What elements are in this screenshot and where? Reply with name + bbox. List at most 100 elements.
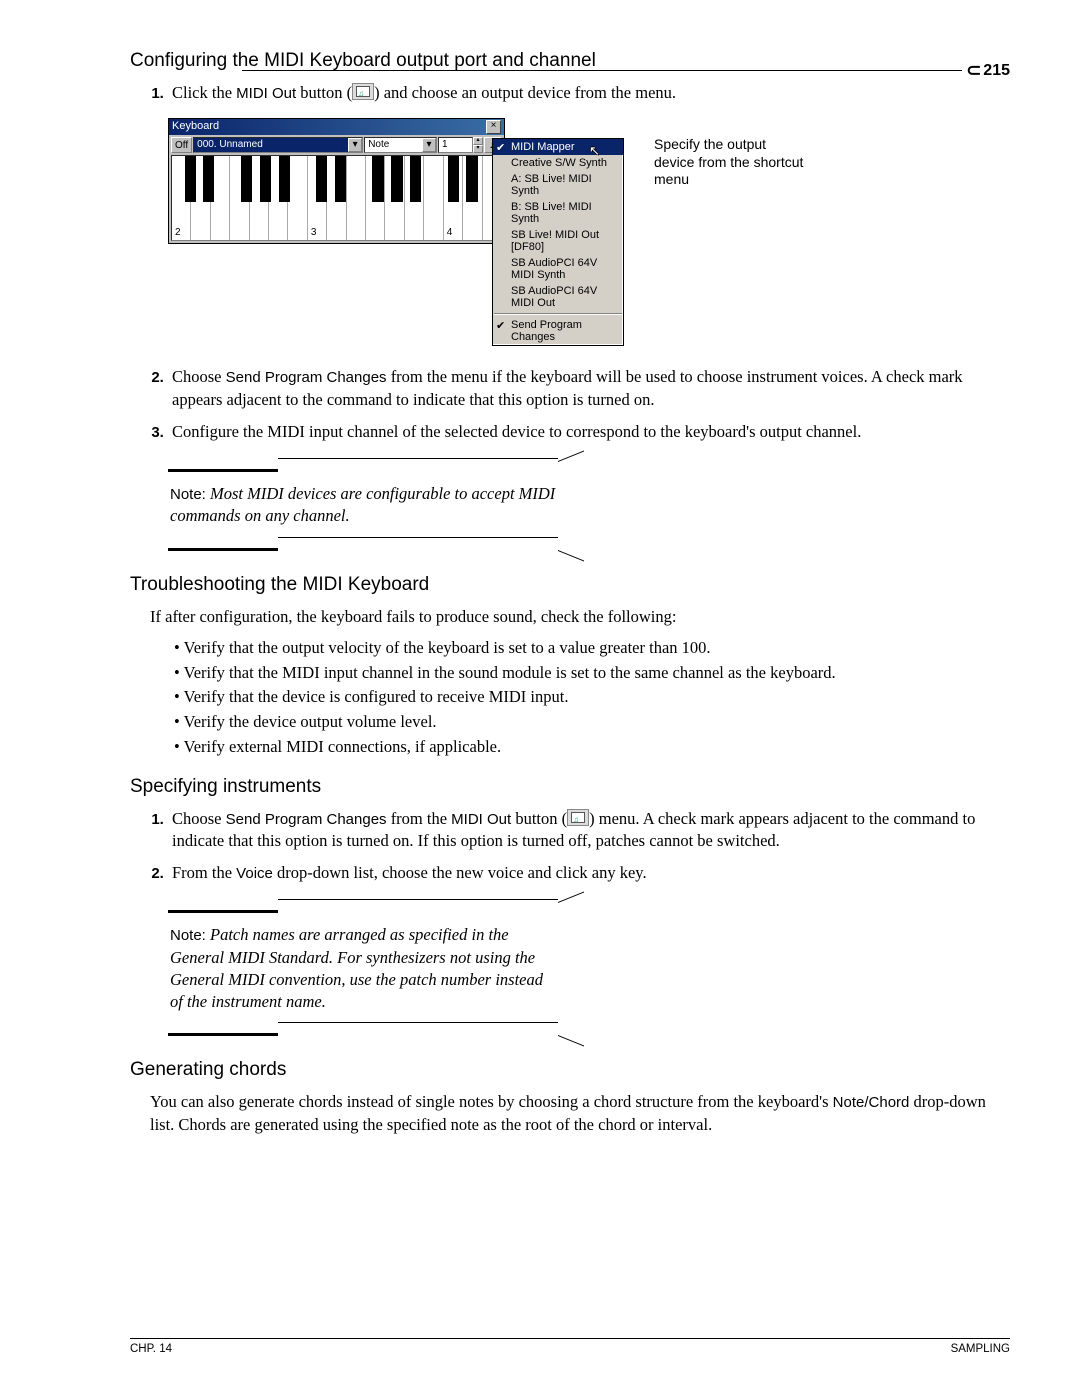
check-icon: ✔ xyxy=(496,319,505,332)
chevron-down-icon[interactable]: ▾ xyxy=(348,138,362,152)
menu-label: MIDI Mapper xyxy=(511,141,575,153)
octave-label: 2 xyxy=(175,227,181,238)
black-key[interactable] xyxy=(391,156,402,201)
menu-item[interactable]: Creative S/W Synth xyxy=(493,155,623,171)
midi-out-menu: ✔ MIDI Mapper Creative S/W Synth A: SB Live… xyxy=(492,138,624,346)
text: ) and choose an output device from the m… xyxy=(374,83,676,102)
menu-divider xyxy=(494,313,622,315)
check-icon: ✔ xyxy=(496,141,505,154)
heading-specifying-instruments: Specifying instruments xyxy=(130,776,1010,798)
note-box-2: Note: Patch names are arranged as specif… xyxy=(168,898,558,1041)
black-key[interactable] xyxy=(279,156,290,201)
keyboard-window: Keyboard × Off 000. Unnamed ▾ Note ▾ 1 ▴… xyxy=(168,118,505,244)
list-item: Verify external MIDI connections, if app… xyxy=(174,735,1010,760)
black-key[interactable] xyxy=(241,156,252,201)
list-item: Verify that the output velocity of the k… xyxy=(174,636,1010,661)
heading-generating-chords: Generating chords xyxy=(130,1059,1010,1081)
menu-label: Creative S/W Synth xyxy=(511,157,607,169)
menu-label: SB AudioPCI 64V MIDI Out xyxy=(511,285,597,309)
list-item: Verify that the MIDI input channel in th… xyxy=(174,661,1010,686)
chevron-down-icon[interactable]: ▾ xyxy=(422,138,436,152)
black-key[interactable] xyxy=(466,156,477,201)
channel-spinner[interactable]: ▴▾ xyxy=(473,137,483,153)
black-key[interactable] xyxy=(372,156,383,201)
footer-chapter: CHP. 14 xyxy=(130,1343,172,1355)
note-value: Note xyxy=(368,139,389,151)
note-label: Note: xyxy=(170,486,206,503)
text: You can also generate chords instead of … xyxy=(150,1092,833,1111)
text: Choose xyxy=(172,809,226,828)
step-2: Choose Send Program Changes from the men… xyxy=(168,366,1010,411)
menu-item[interactable]: SB Live! MIDI Out [DF80] xyxy=(493,227,623,255)
step-1: Choose Send Program Changes from the MID… xyxy=(168,808,1010,853)
note-box-1: Note: Most MIDI devices are configurable… xyxy=(168,457,558,556)
off-button[interactable]: Off xyxy=(171,137,192,153)
channel-field[interactable]: 1 xyxy=(438,137,473,153)
menu-item[interactable]: B: SB Live! MIDI Synth xyxy=(493,199,623,227)
white-key[interactable] xyxy=(424,156,443,240)
keyboard-toolbar: Off 000. Unnamed ▾ Note ▾ 1 ▴▾ ♫ xyxy=(169,135,504,155)
black-key[interactable] xyxy=(260,156,271,201)
black-key[interactable] xyxy=(335,156,346,201)
menu-item[interactable]: ✔ MIDI Mapper xyxy=(493,139,623,155)
menu-item[interactable]: A: SB Live! MIDI Synth xyxy=(493,171,623,199)
octave-label: 3 xyxy=(311,227,317,238)
troubleshoot-intro: If after configuration, the keyboard fai… xyxy=(150,606,1010,628)
window-titlebar[interactable]: Keyboard × xyxy=(169,119,504,135)
text: Click the xyxy=(172,83,236,102)
text: Configure the MIDI input channel of the … xyxy=(172,422,861,441)
ui-label: Note/Chord xyxy=(833,1094,910,1111)
page-number: 215 xyxy=(983,62,1010,80)
octave-label: 4 xyxy=(447,227,453,238)
menu-item[interactable]: SB AudioPCI 64V MIDI Out xyxy=(493,283,623,311)
close-icon[interactable]: × xyxy=(486,120,501,134)
menu-item-send-program-changes[interactable]: ✔ Send Program Changes xyxy=(493,317,623,345)
channel-value: 1 xyxy=(442,139,448,151)
black-key[interactable] xyxy=(410,156,421,201)
menu-label: B: SB Live! MIDI Synth xyxy=(511,201,592,225)
list-item: Verify that the device is configured to … xyxy=(174,685,1010,710)
menu-item[interactable]: SB AudioPCI 64V MIDI Synth xyxy=(493,255,623,283)
troubleshoot-list: Verify that the output velocity of the k… xyxy=(174,636,1010,760)
step-2: From the Voice drop-down list, choose th… xyxy=(168,862,1010,884)
midi-out-icon: ♫ xyxy=(567,809,589,826)
white-key[interactable] xyxy=(288,156,307,240)
ui-label: MIDI Out xyxy=(451,811,511,828)
black-key[interactable] xyxy=(185,156,196,201)
ui-label-midi-out: MIDI Out xyxy=(236,85,296,102)
step-1: Click the MIDI Out button (♫) and choose… xyxy=(168,82,1010,104)
text: from the xyxy=(387,809,452,828)
text: drop-down list, choose the new voice and… xyxy=(273,863,647,882)
heading-troubleshooting: Troubleshooting the MIDI Keyboard xyxy=(130,574,1010,596)
footer-section: SAMPLING xyxy=(951,1343,1010,1355)
text: button ( xyxy=(511,809,567,828)
black-key[interactable] xyxy=(316,156,327,201)
step-3: Configure the MIDI input channel of the … xyxy=(168,421,1010,443)
note-text: Patch names are arranged as specified in… xyxy=(170,925,543,1011)
menu-label: A: SB Live! MIDI Synth xyxy=(511,173,592,197)
ui-label: Voice xyxy=(236,865,273,882)
piano-keyboard[interactable]: 2 3 4 xyxy=(171,155,502,241)
ui-label: Send Program Changes xyxy=(226,369,387,386)
menu-label: SB AudioPCI 64V MIDI Synth xyxy=(511,257,597,281)
list-item: Verify the device output volume level. xyxy=(174,710,1010,735)
note-label: Note: xyxy=(170,927,206,944)
callout-specify-output: Specify the output device from the short… xyxy=(654,136,804,189)
menu-label: Send Program Changes xyxy=(511,319,582,343)
note-text: Most MIDI devices are configurable to ac… xyxy=(170,484,555,525)
window-title: Keyboard xyxy=(172,120,219,134)
text: From the xyxy=(172,863,236,882)
ui-label: Send Program Changes xyxy=(226,811,387,828)
voice-value: 000. Unnamed xyxy=(197,139,263,151)
chords-paragraph: You can also generate chords instead of … xyxy=(150,1091,1010,1136)
white-key[interactable] xyxy=(347,156,366,240)
note-dropdown[interactable]: Note ▾ xyxy=(364,137,437,153)
page-footer: CHP. 14 SAMPLING xyxy=(130,1338,1010,1355)
midi-out-icon: ♫ xyxy=(352,83,374,100)
black-key[interactable] xyxy=(203,156,214,201)
page-number-header: ⊂ 215 xyxy=(242,60,1010,81)
voice-dropdown[interactable]: 000. Unnamed ▾ xyxy=(193,137,363,153)
black-key[interactable] xyxy=(448,156,459,201)
text: button ( xyxy=(296,83,352,102)
menu-label: SB Live! MIDI Out [DF80] xyxy=(511,229,599,253)
